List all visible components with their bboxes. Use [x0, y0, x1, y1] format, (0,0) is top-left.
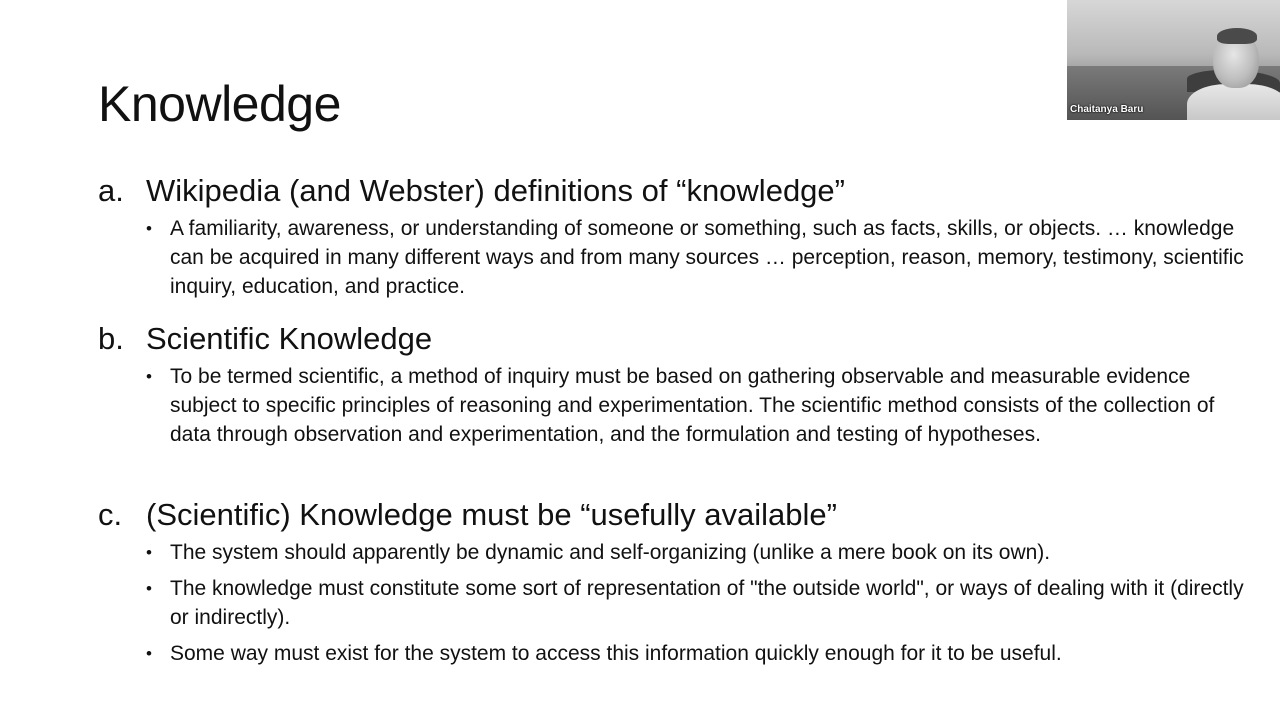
section-marker: c.	[98, 497, 123, 532]
section-heading: c. (Scientific) Knowledge must be “usefu…	[98, 496, 1258, 534]
section-a: a. Wikipedia (and Webster) definitions o…	[98, 172, 1258, 308]
bullet-list: • To be termed scientific, a method of i…	[98, 362, 1258, 449]
bullet-item: • Some way must exist for the system to …	[144, 639, 1258, 668]
bullet-item: • The system should apparently be dynami…	[144, 538, 1258, 567]
bullet-text: The knowledge must constitute some sort …	[170, 577, 1244, 629]
bullet-dot-icon: •	[146, 543, 152, 562]
bullet-text: A familiarity, awareness, or understandi…	[170, 217, 1244, 298]
bullet-item: • The knowledge must constitute some sor…	[144, 574, 1258, 632]
bullet-list: • A familiarity, awareness, or understan…	[98, 214, 1258, 301]
bullet-dot-icon: •	[146, 579, 152, 598]
bullet-dot-icon: •	[146, 644, 152, 663]
section-b: b. Scientific Knowledge • To be termed s…	[98, 320, 1258, 456]
bullet-dot-icon: •	[146, 219, 152, 238]
section-heading: a. Wikipedia (and Webster) definitions o…	[98, 172, 1258, 210]
bullet-list: • The system should apparently be dynami…	[98, 538, 1258, 668]
section-heading-text: Wikipedia (and Webster) definitions of “…	[146, 173, 845, 208]
participant-name-label: Chaitanya Baru	[1070, 104, 1144, 115]
participant-hair	[1217, 28, 1257, 44]
bullet-dot-icon: •	[146, 367, 152, 386]
bullet-text: To be termed scientific, a method of inq…	[170, 365, 1215, 446]
bullet-item: • A familiarity, awareness, or understan…	[144, 214, 1258, 301]
section-marker: b.	[98, 321, 124, 356]
section-marker: a.	[98, 173, 124, 208]
section-c: c. (Scientific) Knowledge must be “usefu…	[98, 496, 1258, 675]
section-heading-text: (Scientific) Knowledge must be “usefully…	[146, 497, 837, 532]
bullet-text: The system should apparently be dynamic …	[170, 541, 1051, 564]
section-heading-text: Scientific Knowledge	[146, 321, 433, 356]
slide-title: Knowledge	[98, 76, 341, 132]
section-heading: b. Scientific Knowledge	[98, 320, 1258, 358]
bullet-item: • To be termed scientific, a method of i…	[144, 362, 1258, 449]
video-participant-tile[interactable]: Chaitanya Baru	[1067, 0, 1280, 120]
bullet-text: Some way must exist for the system to ac…	[170, 642, 1062, 665]
participant-body	[1187, 84, 1280, 120]
